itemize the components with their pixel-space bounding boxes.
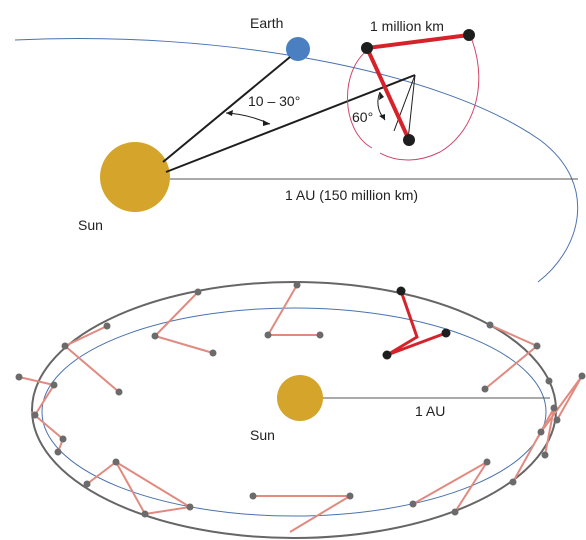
constellation-normal-line bbox=[393, 74, 416, 132]
spacecraft-node bbox=[537, 428, 545, 436]
constellation-trail bbox=[540, 375, 583, 433]
arm-angle-label: 60° bbox=[352, 109, 373, 125]
spacecraft-node bbox=[103, 322, 111, 330]
spacecraft-node bbox=[59, 435, 67, 443]
constellation-trail bbox=[86, 460, 146, 515]
spacecraft-node bbox=[50, 381, 58, 389]
spacecraft-node bbox=[264, 331, 272, 339]
top-panel: Sun 1 AU (150 million km) Earth 10 – 30°… bbox=[14, 15, 579, 283]
spacecraft-node bbox=[533, 342, 541, 350]
spacecraft-node bbox=[249, 492, 257, 500]
spacecraft-node bbox=[382, 350, 392, 360]
spacecraft-node bbox=[194, 288, 202, 296]
spacecraft-node bbox=[553, 416, 561, 424]
spacecraft-node bbox=[550, 404, 558, 412]
sun-earth-line bbox=[162, 56, 291, 163]
spacecraft-node bbox=[463, 29, 475, 41]
constellation-trail bbox=[253, 495, 354, 533]
spacecraft-node bbox=[451, 508, 459, 516]
spacecraft-node bbox=[441, 328, 451, 338]
spacecraft-node bbox=[396, 286, 406, 296]
sun-constellation-line bbox=[165, 74, 416, 173]
arm-left bbox=[365, 47, 411, 141]
spacecraft-node bbox=[481, 385, 489, 393]
spacecraft-node bbox=[209, 349, 217, 357]
bottom-panel: Sun 1 AU bbox=[15, 281, 586, 539]
spacecraft-node bbox=[61, 342, 69, 350]
spacecraft-node bbox=[54, 448, 62, 456]
constellation-trail bbox=[412, 461, 488, 513]
spacecraft-node bbox=[545, 377, 553, 385]
constellation-trail bbox=[266, 284, 320, 336]
sun-bottom bbox=[277, 375, 323, 421]
orbit-nodes bbox=[15, 281, 586, 518]
constellation-trail bbox=[115, 461, 193, 515]
current-constellation-arms bbox=[386, 290, 447, 357]
trail-angle-label: 10 – 30° bbox=[248, 93, 300, 109]
spacecraft-node bbox=[578, 372, 586, 380]
au-distance-label-bottom: 1 AU bbox=[415, 403, 445, 419]
spacecraft-node bbox=[83, 480, 91, 488]
trail-angle-arrowhead-right bbox=[263, 120, 270, 126]
spacecraft-node bbox=[112, 458, 120, 466]
spacecraft-node bbox=[31, 411, 39, 419]
spacecraft-node bbox=[483, 458, 491, 466]
trail-angle-arrowhead-left bbox=[226, 110, 233, 116]
current-constellation bbox=[382, 286, 451, 360]
sun-top-label: Sun bbox=[78, 217, 103, 233]
earth-orbit-arc bbox=[14, 38, 579, 283]
spacecraft-node bbox=[141, 510, 149, 518]
spacecraft-node bbox=[541, 451, 549, 459]
earth bbox=[286, 37, 310, 61]
earth-label: Earth bbox=[250, 15, 283, 31]
arm-top bbox=[366, 33, 470, 50]
au-distance-label-top: 1 AU (150 million km) bbox=[285, 187, 418, 203]
inner-orbit-ellipse bbox=[41, 307, 547, 517]
constellation-trail bbox=[484, 324, 539, 390]
constellation-trail bbox=[18, 376, 56, 416]
arm-angle-arrowhead-top bbox=[379, 92, 384, 100]
spacecraft-node bbox=[316, 331, 324, 339]
arm-length-label: 1 million km bbox=[370, 18, 444, 34]
spacecraft-node bbox=[186, 503, 194, 511]
sun-bottom-label: Sun bbox=[250, 427, 275, 443]
spacecraft-node bbox=[151, 332, 159, 340]
spacecraft-node bbox=[486, 321, 494, 329]
spacecraft-node bbox=[409, 500, 417, 508]
spacecraft-node bbox=[403, 134, 415, 146]
spacecraft-node bbox=[15, 373, 23, 381]
constellation-plane-line bbox=[407, 74, 416, 141]
sun-top bbox=[100, 142, 170, 212]
spacecraft-node bbox=[361, 42, 373, 54]
constellation-trail bbox=[512, 407, 555, 483]
arm-angle-arrowhead-bottom bbox=[379, 114, 385, 120]
spacecraft-node bbox=[293, 281, 301, 289]
constellation-trail bbox=[63, 325, 120, 393]
spacecraft-node bbox=[346, 492, 354, 500]
constellation-circle bbox=[347, 39, 480, 161]
spacecraft-node bbox=[115, 388, 123, 396]
spacecraft-node bbox=[509, 478, 517, 486]
